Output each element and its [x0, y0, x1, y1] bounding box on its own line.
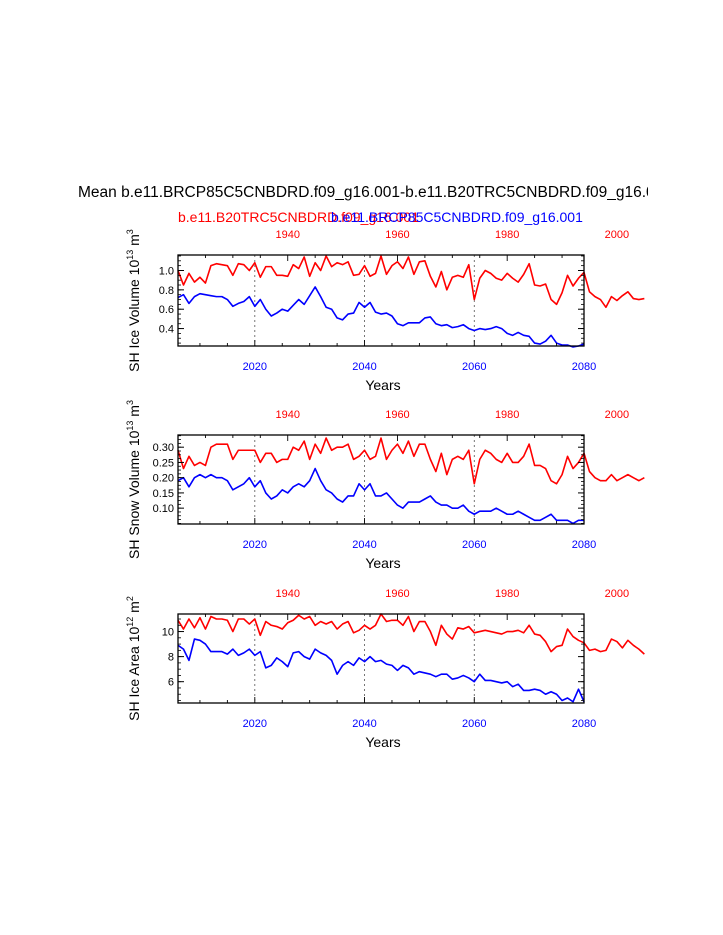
y-axis-label-part: m: [126, 234, 142, 250]
x-bottom-tick-label: 2020: [243, 361, 267, 373]
x-bottom-tick-label: 2040: [352, 539, 376, 551]
y-axis-label-part: SH Ice Volume 10: [126, 260, 142, 372]
series-line-rcp85: [177, 638, 585, 703]
legend-series-rcp85: b.e11.BRCP85C5CNBDRD.f09_g16.001: [331, 209, 583, 225]
x-bottom-tick-label: 2040: [352, 718, 376, 730]
series-line-historical: [177, 255, 645, 309]
x-top-tick-label: 1940: [275, 588, 299, 600]
y-axis-label-part: 13: [125, 250, 135, 260]
x-top-tick-label: 2000: [605, 409, 629, 421]
y-tick-label: 0.30: [153, 442, 174, 454]
x-bottom-tick-label: 2080: [572, 718, 596, 730]
x-bottom-tick-label: 2040: [352, 361, 376, 373]
x-top-tick-label: 1980: [495, 409, 519, 421]
series-line-historical: [177, 437, 645, 485]
x-top-tick-label: 2000: [605, 229, 629, 241]
plot-frame: [177, 434, 585, 525]
y-tick-label: 0.6: [159, 304, 174, 316]
y-tick-label: 0.20: [153, 473, 174, 485]
y-axis-label-part: m: [126, 405, 142, 421]
plot-frame: [177, 254, 585, 347]
chart-panel-2: 0.10 0.15 0.20 0.25 0.30 2020 2040 2060 2080 1940…: [125, 400, 645, 571]
y-axis-label-part: 13: [125, 421, 135, 431]
y-tick-label: 0.8: [159, 285, 174, 297]
y-axis-label-part: 3: [125, 229, 135, 234]
y-tick-label: 10: [162, 627, 174, 639]
y-tick-label: 0.25: [153, 457, 174, 469]
chart-panel-3: 6 8 10 2020 2040 2060 2080 1940 1960 1980 2000 Year…: [125, 588, 645, 750]
series-line-historical: [177, 613, 645, 655]
x-top-tick-label: 1960: [385, 409, 409, 421]
y-axis-label-part: SH Ice Area 10: [126, 627, 142, 721]
y-tick-label: 0.4: [159, 324, 174, 336]
x-axis-label: Years: [365, 734, 400, 750]
x-bottom-tick-label: 2060: [462, 539, 486, 551]
series-line-rcp85: [177, 467, 584, 525]
y-tick-label: 0.10: [153, 503, 174, 515]
y-axis-label: SH Snow Volume 1013 m3: [125, 400, 142, 559]
x-bottom-tick-label: 2020: [243, 718, 267, 730]
y-axis-label: SH Ice Area 1012 m2: [125, 596, 142, 721]
x-bottom-tick-label: 2080: [572, 361, 596, 373]
x-bottom-tick-label: 2020: [243, 539, 267, 551]
series-line-rcp85: [177, 286, 585, 348]
y-tick-label: 8: [168, 652, 174, 664]
x-axis-label: Years: [365, 555, 400, 571]
x-bottom-tick-label: 2080: [572, 539, 596, 551]
x-top-tick-label: 1960: [385, 229, 409, 241]
plot-frame: [177, 613, 585, 704]
chart-panel-1: 0.4 0.6 0.8 1.0 2020 2040 2060 2080 1940 1960 1980…: [125, 229, 645, 393]
y-axis-label-part: 2: [125, 596, 135, 601]
x-axis-label: Years: [365, 377, 400, 393]
y-axis-label-part: 3: [125, 400, 135, 405]
x-top-tick-label: 1940: [275, 409, 299, 421]
x-bottom-tick-label: 2060: [462, 361, 486, 373]
x-top-tick-label: 1980: [495, 588, 519, 600]
x-top-tick-label: 1980: [495, 229, 519, 241]
y-tick-label: 6: [168, 677, 174, 689]
x-bottom-tick-label: 2060: [462, 718, 486, 730]
x-top-tick-label: 2000: [605, 588, 629, 600]
y-axis-label: SH Ice Volume 1013 m3: [125, 229, 142, 372]
series-legend: b.e11.B20TRC5CNBDRD.f09_g16.001 b.e11.BR…: [0, 209, 723, 229]
x-top-tick-label: 1960: [385, 588, 409, 600]
y-axis-label-part: 12: [125, 617, 135, 627]
y-axis-label-part: SH Snow Volume 10: [126, 430, 142, 559]
x-top-tick-label: 1940: [275, 229, 299, 241]
y-tick-label: 1.0: [159, 265, 174, 277]
page-title: Mean b.e11.BRCP85C5CNBDRD.f09_g16.001-b.…: [78, 184, 648, 201]
legend-series-historical: b.e11.B20TRC5CNBDRD.f09_g16.001: [178, 209, 419, 225]
y-tick-label: 0.15: [153, 488, 174, 500]
y-axis-label-part: m: [126, 601, 142, 617]
